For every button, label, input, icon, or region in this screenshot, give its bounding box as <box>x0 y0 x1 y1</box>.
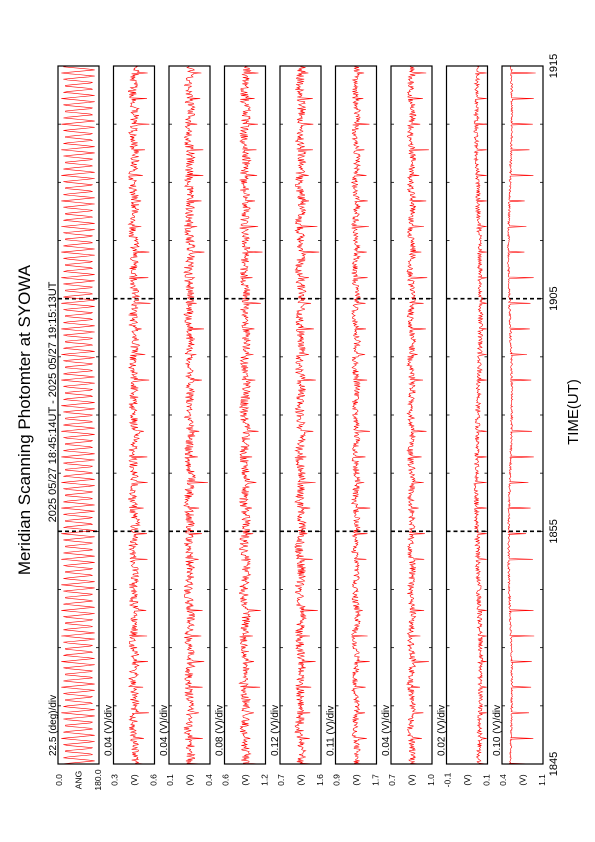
panel-8: 0.02 (V)/div -0.1 (V) 0.1 <box>437 65 492 787</box>
y-tick-label: 0.1 <box>482 774 492 786</box>
x-ticks-group: 1845 1855 1905 1915 <box>548 54 560 776</box>
x-tick-label: 1905 <box>548 286 560 310</box>
x-tick-label: 1855 <box>548 519 560 543</box>
y-tick-label: 0.7 <box>387 774 397 786</box>
series-line <box>61 65 95 765</box>
panel-3: 0.04 (V)/div 0.1 (V) 0.4 <box>159 65 214 786</box>
panels-group: 22.5 (deg)/div 0.0 ANG 180.0 0.04 (V)/div 0.3… <box>48 65 547 791</box>
panel-frame <box>223 65 267 765</box>
chart-title: Meridian Scanning Photomter at SYOWA <box>15 264 34 575</box>
panel-2: 0.04 (V)/div 0.3 (V) 0.6 <box>104 65 159 786</box>
panel-frame <box>334 65 378 765</box>
panel-9: 0.10 (V)/div 0.4 (V) 1.1 <box>492 65 547 786</box>
series-line <box>506 65 536 765</box>
y-tick-label: 0.4 <box>204 774 214 786</box>
panel-scale-label: 22.5 (deg)/div <box>48 695 59 756</box>
x-tick-label: 1915 <box>548 54 560 78</box>
y-axis-label: (V) <box>240 774 250 786</box>
panel-frame <box>279 65 322 765</box>
y-tick-label: 1.1 <box>537 774 547 786</box>
panel-scale-label: 0.04 (V)/div <box>104 705 115 756</box>
y-axis-label: (V) <box>351 774 361 786</box>
y-axis-label: (V) <box>296 774 306 786</box>
y-axis-label: (V) <box>462 774 472 786</box>
series-line <box>238 65 263 765</box>
panel-1: 22.5 (deg)/div 0.0 ANG 180.0 <box>48 65 103 791</box>
chart-subtitle: 2025 05/27 18:45:14UT - 2025 05/27 19:15… <box>47 281 59 522</box>
panel-scale-label: 0.04 (V)/div <box>381 705 392 756</box>
panel-6: 0.11 (V)/div 0.9 (V) 1.7 <box>326 65 381 786</box>
series-line <box>350 65 371 765</box>
y-tick-label: 0.7 <box>276 774 286 786</box>
x-axis-label: TIME(UT) <box>565 379 582 445</box>
y-tick-label: 180.0 <box>93 769 103 791</box>
y-axis-label: (V) <box>518 774 528 786</box>
y-tick-label: 0.3 <box>110 774 120 786</box>
panel-frame <box>168 65 211 765</box>
y-tick-label: 1.0 <box>426 774 436 786</box>
panel-frame <box>57 65 100 765</box>
panel-scale-label: 0.02 (V)/div <box>437 705 448 756</box>
panel-scale-label: 0.11 (V)/div <box>326 706 337 756</box>
panel-scale-label: 0.12 (V)/div <box>270 705 281 756</box>
y-tick-label: 1.7 <box>371 774 381 786</box>
series-line <box>473 65 487 765</box>
y-tick-label: 0.6 <box>221 774 231 786</box>
y-tick-label: 0.0 <box>54 774 64 786</box>
y-axis-label: (V) <box>129 774 139 786</box>
panel-frame <box>112 65 156 765</box>
panel-frame <box>445 65 489 765</box>
panel-5: 0.12 (V)/div 0.7 (V) 1.6 <box>270 65 325 786</box>
y-tick-label: 0.6 <box>149 774 159 786</box>
x-tick-label: 1845 <box>548 752 560 776</box>
y-tick-label: -0.1 <box>443 772 453 787</box>
panel-4: 0.08 (V)/div 0.6 (V) 1.2 <box>215 65 270 786</box>
y-axis-label: (V) <box>185 774 195 786</box>
panel-7: 0.04 (V)/div 0.7 (V) 1.0 <box>381 65 436 786</box>
y-tick-label: 0.9 <box>332 774 342 786</box>
series-line <box>127 65 151 765</box>
series-line <box>183 65 209 765</box>
y-tick-label: 0.1 <box>165 774 175 786</box>
series-line <box>294 65 320 765</box>
y-axis-label: ANG <box>74 771 84 789</box>
panel-scale-label: 0.10 (V)/div <box>492 705 503 756</box>
panel-scale-label: 0.08 (V)/div <box>215 705 226 756</box>
panel-frame <box>501 65 544 765</box>
panel-frame <box>390 65 433 765</box>
series-line <box>406 65 429 765</box>
y-tick-label: 0.4 <box>498 774 508 786</box>
y-axis-label: (V) <box>407 774 417 786</box>
panel-scale-label: 0.04 (V)/div <box>159 705 170 756</box>
y-tick-label: 1.2 <box>260 774 270 786</box>
y-tick-label: 1.6 <box>315 774 325 786</box>
